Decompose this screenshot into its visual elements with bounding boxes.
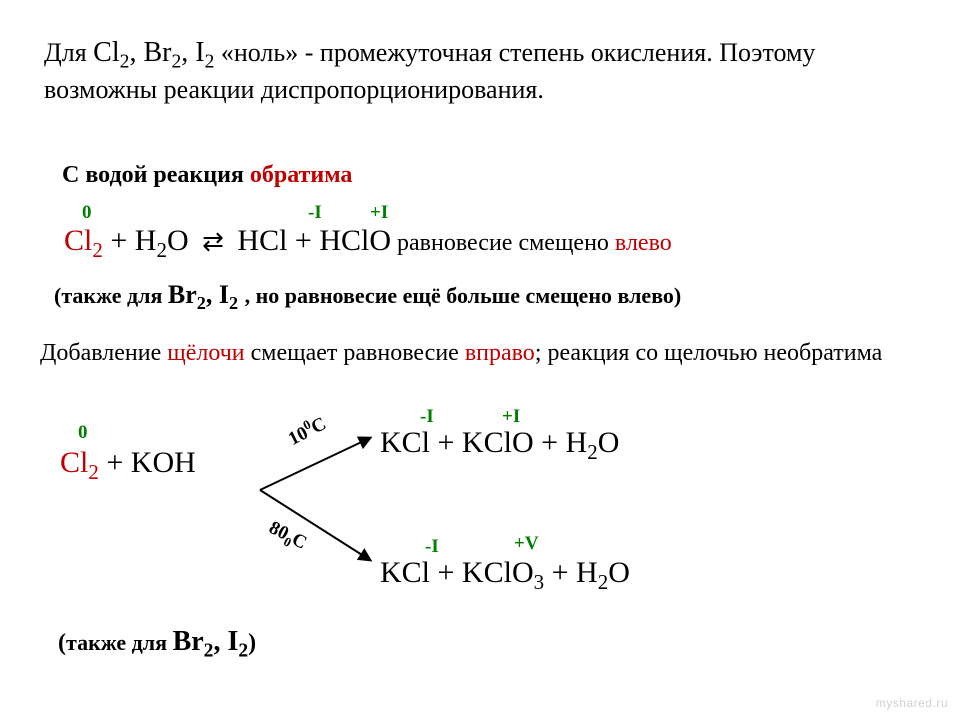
intro-paragraph: Для Cl2, Br2, I2 «ноль» - промежуточная … <box>44 34 924 107</box>
watermark-text: myshared.ru <box>876 696 948 710</box>
water-heading: С водой реакция обратима <box>62 162 352 189</box>
equation-koh-product-1: KCl + KClO + H2O <box>380 426 619 460</box>
ox-label-minus1-1: -I <box>308 202 322 224</box>
eq1-note: равновесие смещено влево <box>391 230 672 256</box>
water-bracket-note: (также для Br2, I2 , но равновесие ещё б… <box>54 280 924 310</box>
ox-label-zero-1: 0 <box>82 202 92 224</box>
water-heading-red: обратима <box>250 162 353 188</box>
ox-label-plus1-2: +I <box>502 406 520 428</box>
alkali-paragraph: Добавление щёлочи смещает равновесие впр… <box>40 338 920 369</box>
eq1-h2o: + H2O <box>103 224 189 257</box>
equation-koh-lhs: Cl2 + KOH <box>60 446 196 480</box>
intro-prefix: Для <box>44 38 93 67</box>
water-heading-prefix: С водой реакция <box>62 162 250 188</box>
bracket-formulas: Br2, I2 <box>168 280 245 309</box>
eq2-cl2: Cl2 <box>60 446 99 479</box>
equation-koh-product-2: KCl + KClO3 + H2O <box>380 556 630 590</box>
ox-label-plus1-1: +I <box>370 202 388 224</box>
equilibrium-arrow-icon: ⇄ <box>196 227 230 257</box>
ox-label-minus1-2: -I <box>420 406 434 428</box>
final-formulas: Br2, I2 <box>173 626 249 657</box>
ox-label-minus1-3: -I <box>425 536 439 558</box>
intro-formulas: Cl2, Br2, I2 <box>93 37 214 68</box>
ox-label-zero-2: 0 <box>78 422 88 444</box>
equation-water: Cl2 + H2O ⇄ HCl + HClO равновесие смещен… <box>64 224 672 258</box>
eq1-cl2: Cl2 <box>64 224 103 257</box>
eq1-rhs: HCl + HClO <box>230 224 391 257</box>
ox-label-plus5: +V <box>514 533 539 555</box>
final-note: (также для Br2, I2) <box>58 626 256 658</box>
branch-arrows-icon <box>250 420 380 590</box>
